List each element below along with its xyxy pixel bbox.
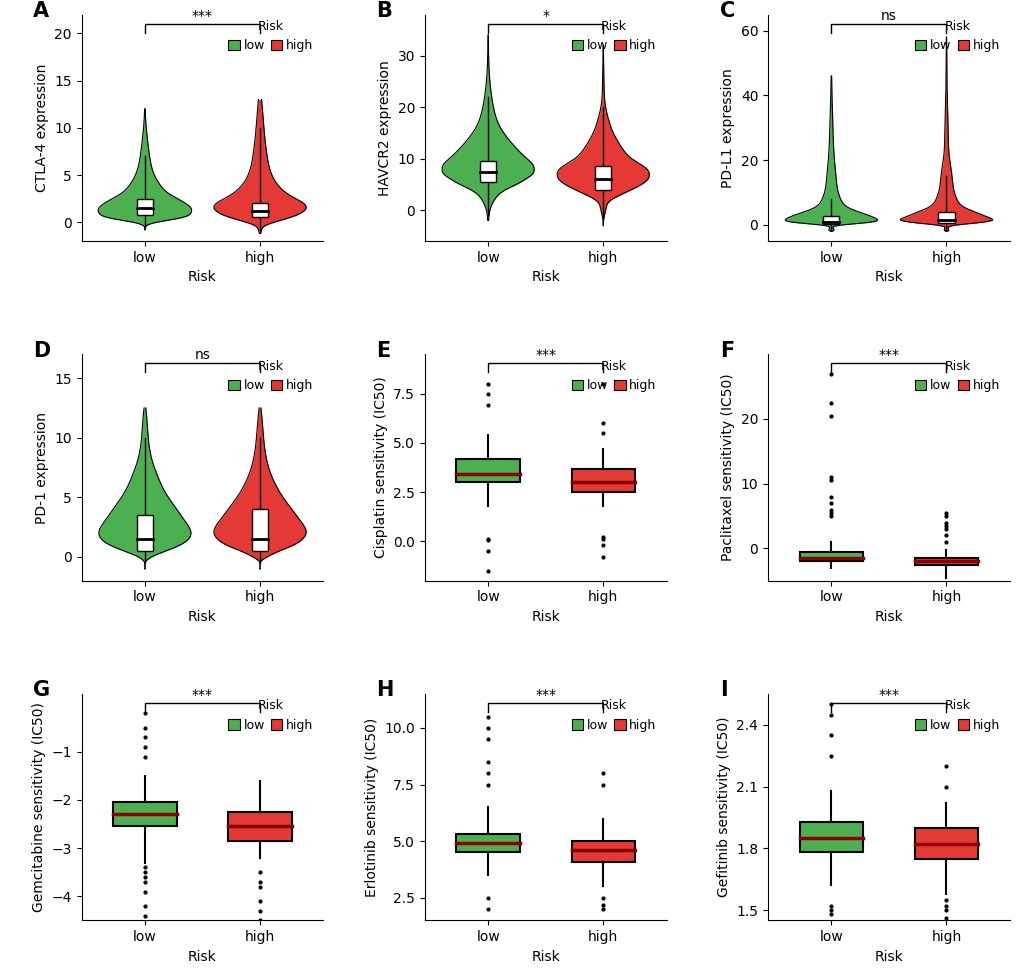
Y-axis label: Cisplatin sensitivity (IC50): Cisplatin sensitivity (IC50) [373,377,387,558]
Legend: low, high: low, high [568,695,659,735]
FancyBboxPatch shape [571,468,634,492]
X-axis label: Risk: Risk [531,610,559,624]
FancyBboxPatch shape [799,551,862,561]
Y-axis label: CTLA-4 expression: CTLA-4 expression [35,63,49,192]
X-axis label: Risk: Risk [873,271,903,284]
Y-axis label: Gefitinib sensitivity (IC50): Gefitinib sensitivity (IC50) [716,717,730,897]
FancyBboxPatch shape [480,162,495,182]
X-axis label: Risk: Risk [531,271,559,284]
Legend: low, high: low, high [224,695,317,735]
Legend: low, high: low, high [568,17,659,56]
Y-axis label: Erlotinib sensitivity (IC50): Erlotinib sensitivity (IC50) [365,718,378,897]
Text: D: D [34,341,51,360]
FancyBboxPatch shape [799,822,862,852]
Legend: low, high: low, high [910,695,1003,735]
X-axis label: Risk: Risk [187,950,217,963]
Text: ***: *** [535,349,555,362]
Text: C: C [719,1,735,21]
Legend: low, high: low, high [568,356,659,395]
Text: A: A [34,1,49,21]
FancyBboxPatch shape [137,199,153,214]
Legend: low, high: low, high [910,17,1003,56]
Y-axis label: PD-L1 expression: PD-L1 expression [720,68,735,188]
Y-axis label: HAVCR2 expression: HAVCR2 expression [378,60,391,196]
Legend: low, high: low, high [910,356,1003,395]
FancyBboxPatch shape [457,459,520,482]
Text: B: B [376,1,392,21]
Text: I: I [719,681,727,700]
FancyBboxPatch shape [113,803,176,827]
Text: ***: *** [192,688,213,702]
FancyBboxPatch shape [914,828,977,859]
Text: F: F [719,341,734,360]
FancyBboxPatch shape [252,204,268,217]
X-axis label: Risk: Risk [187,610,217,624]
FancyBboxPatch shape [228,812,291,841]
FancyBboxPatch shape [571,842,634,862]
Text: G: G [34,681,50,700]
X-axis label: Risk: Risk [873,950,903,963]
Text: ns: ns [880,9,896,22]
Legend: low, high: low, high [224,356,317,395]
FancyBboxPatch shape [595,167,610,190]
Text: *: * [542,9,548,22]
Text: ns: ns [195,349,210,362]
FancyBboxPatch shape [937,212,954,223]
Y-axis label: PD-1 expression: PD-1 expression [35,412,49,523]
Text: ***: *** [192,9,213,22]
FancyBboxPatch shape [137,515,153,551]
FancyBboxPatch shape [252,509,268,551]
Legend: low, high: low, high [224,17,317,56]
Text: E: E [376,341,390,360]
Y-axis label: Paclitaxel sensitivity (IC50): Paclitaxel sensitivity (IC50) [720,374,735,561]
FancyBboxPatch shape [457,835,520,852]
Text: ***: *** [877,349,899,362]
FancyBboxPatch shape [914,558,977,565]
Text: H: H [376,681,393,700]
X-axis label: Risk: Risk [187,271,217,284]
X-axis label: Risk: Risk [531,950,559,963]
FancyBboxPatch shape [822,216,839,224]
Text: ***: *** [877,688,899,702]
X-axis label: Risk: Risk [873,610,903,624]
Y-axis label: Gemcitabine sensitivity (IC50): Gemcitabine sensitivity (IC50) [32,702,46,912]
Text: ***: *** [535,688,555,702]
